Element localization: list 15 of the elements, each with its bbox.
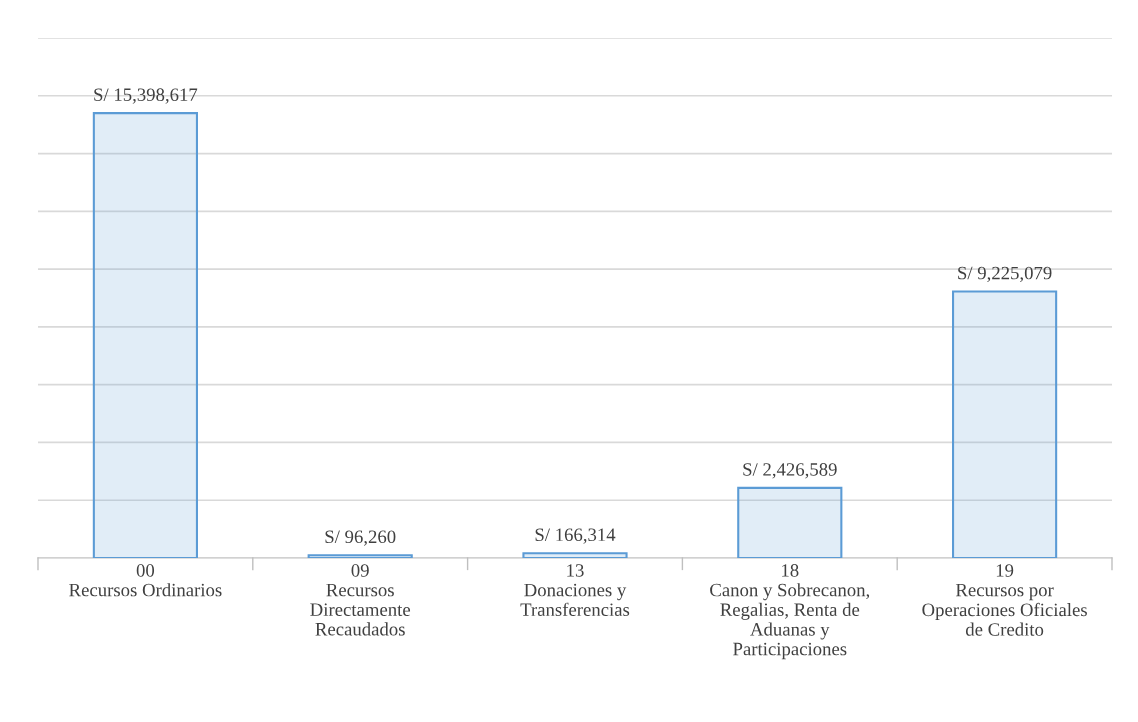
x-tick-label: 13 Donaciones y Transferencias	[520, 564, 630, 617]
x-tick-label: 19 Recursos por Operaciones Oficiales de Credito	[922, 564, 1087, 636]
data-label: S/ 166,314	[535, 528, 616, 544]
x-tick-label: 18 Canon y Sobrecanon, Regalias, Renta de Aduanas y Participaciones	[710, 564, 870, 660]
bar	[307, 554, 413, 558]
data-label: S/ 9,225,079	[958, 266, 1052, 283]
bar	[737, 486, 843, 558]
bar	[92, 112, 198, 558]
data-label: S/ 15,398,617	[94, 88, 198, 104]
bar	[952, 290, 1058, 558]
data-label: S/ 96,260	[325, 530, 396, 546]
bar	[522, 552, 628, 558]
data-label: S/ 2,426,589	[743, 463, 837, 479]
x-tick-label: 09 Recursos Directamente Recaudados	[310, 564, 411, 636]
x-tick-label: 00 Recursos Ordinarios	[69, 564, 222, 597]
